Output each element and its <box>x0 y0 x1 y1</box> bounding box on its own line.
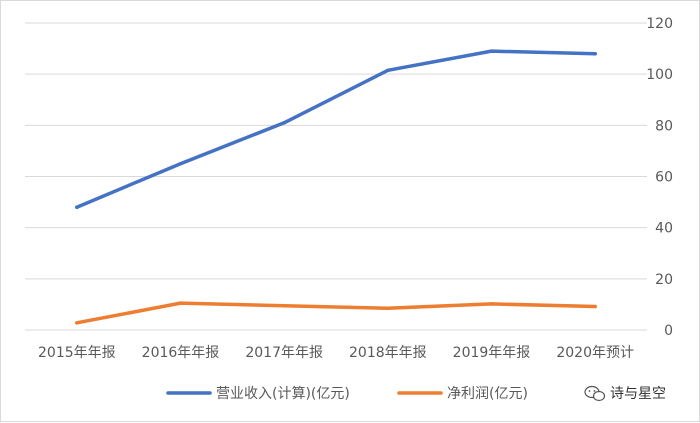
series-line-2 <box>75 301 597 325</box>
y-tick-label: 60 <box>655 170 673 186</box>
data-point <box>282 121 286 125</box>
y-tick-label: 80 <box>655 118 673 134</box>
data-point <box>593 304 597 309</box>
x-tick-label: 2016年年报 <box>142 345 220 361</box>
data-point <box>75 321 79 325</box>
data-point <box>489 49 494 53</box>
y-tick-label: 40 <box>655 221 673 237</box>
data-point <box>282 303 286 308</box>
x-tick-label: 2018年年报 <box>349 345 427 361</box>
watermark-text: 诗与星空 <box>610 386 666 402</box>
legend: 营业收入(计算)(亿元) 净利润(亿元) <box>166 386 528 402</box>
y-tick-label: 20 <box>655 272 673 288</box>
series-lines <box>75 49 597 325</box>
data-point <box>178 161 183 166</box>
wechat-logo-icon <box>584 385 606 402</box>
x-tick-label: 2017年年报 <box>245 345 323 361</box>
watermark: 诗与星空 <box>584 385 666 402</box>
x-axis-tick-labels: 2015年年报 2016年年报 2017年年报 2018年年报 2019年年报 2020年… <box>38 345 634 361</box>
y-tick-label: 120 <box>646 16 673 32</box>
data-point <box>386 306 390 311</box>
legend-label: 净利润(亿元) <box>447 386 528 402</box>
data-point <box>75 205 79 209</box>
legend-label: 营业收入(计算)(亿元) <box>216 386 350 402</box>
x-tick-label: 2015年年报 <box>38 345 116 361</box>
series-line-1 <box>75 49 597 209</box>
data-point <box>386 68 390 73</box>
x-tick-label: 2020年预计 <box>556 345 634 361</box>
data-point <box>593 51 597 56</box>
data-point <box>489 302 494 306</box>
y-tick-label: 100 <box>646 67 673 83</box>
y-tick-label: 0 <box>664 323 673 339</box>
x-tick-label: 2019年年报 <box>453 345 531 361</box>
gridlines <box>25 22 647 331</box>
y-axis-tick-labels: 0 20 40 60 80 100 120 <box>646 16 673 339</box>
data-point <box>178 301 183 305</box>
